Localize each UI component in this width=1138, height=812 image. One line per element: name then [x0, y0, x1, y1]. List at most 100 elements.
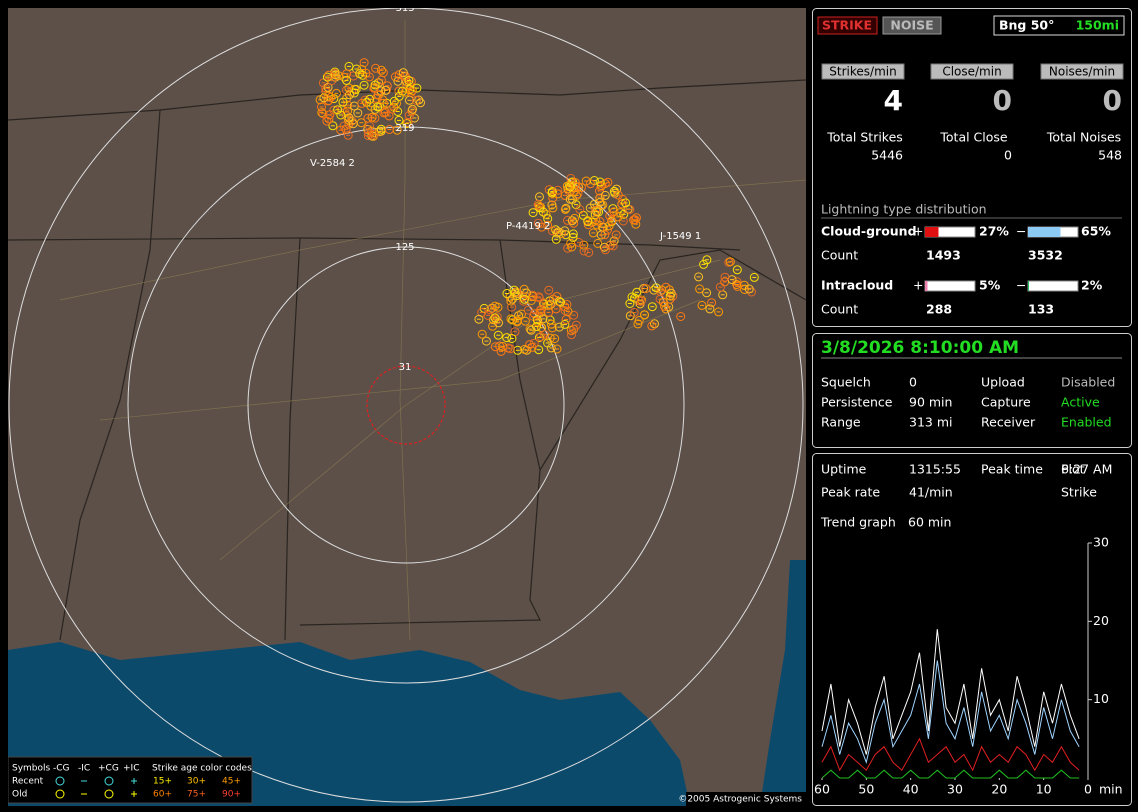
age-code: 45+: [222, 777, 241, 787]
strike-symbol: [560, 319, 570, 329]
strike-symbol: [579, 246, 589, 256]
trend-graph: 10 20 30 60 50 40 30 20 10 0 min: [814, 535, 1123, 797]
noise-button-label[interactable]: NOISE: [890, 18, 933, 33]
strike-symbol: [552, 344, 562, 354]
strike-symbol: [485, 305, 495, 315]
strike-symbol: [539, 299, 549, 309]
strike-symbol: [593, 238, 603, 248]
strike-symbol: [345, 90, 354, 100]
trend-value[interactable]: 60 min: [908, 515, 951, 530]
pct-bar: [925, 227, 939, 237]
rate-label: Strikes/min: [829, 65, 896, 79]
strike-symbol: [733, 281, 742, 291]
station-label: P-4419 2: [506, 221, 550, 232]
count: 3532: [1028, 248, 1063, 263]
state-borders: [8, 79, 806, 641]
strike-symbol: [474, 314, 484, 324]
type-name: Intracloud: [821, 278, 893, 293]
strike-symbol: [509, 285, 519, 295]
strike-symbol: [630, 215, 640, 225]
strike-symbol: [358, 70, 368, 80]
strike-symbol: [525, 340, 535, 350]
strike-symbol: [342, 75, 351, 85]
strike-symbol: [477, 329, 487, 339]
age-code: 75+: [187, 790, 206, 800]
strike-symbol: [404, 76, 414, 85]
strike-button-label[interactable]: STRIKE: [822, 18, 872, 33]
strike-symbol: [567, 330, 576, 340]
setting-value: Enabled: [1061, 415, 1112, 430]
sign: −: [1016, 224, 1026, 239]
copyright: ©2005 Astrogenic Systems: [678, 795, 802, 805]
strike-symbol: [537, 222, 547, 232]
age-code: 90+: [222, 790, 241, 800]
strike-symbol: [363, 113, 373, 123]
count: 1493: [926, 248, 961, 263]
strike-symbol: [319, 93, 329, 103]
strike-symbol: [381, 85, 391, 95]
strike-symbol: [535, 306, 545, 316]
strike-symbol: [562, 300, 572, 309]
pct-label: 5%: [979, 278, 1001, 293]
strike-symbol: [608, 241, 618, 251]
setting-label: Squelch: [821, 375, 871, 390]
strike-symbol: [502, 289, 512, 298]
strike-symbol: [338, 97, 348, 107]
rates: Strikes/min 4 Total Strikes 5446 Close/min 0 T…: [821, 63, 1124, 163]
strike-symbol: [318, 109, 328, 119]
strike-symbol: [526, 325, 536, 335]
strike-symbol: [592, 220, 602, 230]
total-label: Total Noises: [1046, 130, 1121, 145]
strike-symbol: [538, 314, 548, 324]
ring-label: 313: [395, 3, 414, 14]
plot-value[interactable]: Strike: [1061, 485, 1097, 500]
close-ring: [366, 365, 446, 445]
strike-button[interactable]: [817, 16, 878, 35]
strike-symbol: [370, 113, 380, 123]
pct-label: 27%: [979, 224, 1009, 239]
strike-symbol: [357, 98, 367, 108]
strike-symbol: [560, 205, 570, 214]
settings: Squelch 0 Upload Disabled Persistence 90 min C…: [821, 375, 1115, 430]
strike-symbol: [625, 205, 635, 214]
strike-symbol: [714, 307, 724, 317]
strike-symbol: [621, 198, 631, 208]
rate-value: 0: [993, 84, 1012, 117]
strike-symbol: [373, 90, 383, 100]
trend-label: Trend graph: [820, 515, 896, 530]
strike-symbol: [697, 300, 707, 310]
strike-symbol: [592, 207, 602, 217]
strike-symbol: [576, 183, 586, 193]
strike-symbol: [317, 108, 327, 118]
strike-symbol: [705, 304, 715, 314]
stat-value: 41/min: [909, 485, 953, 500]
strike-symbol: [502, 333, 512, 343]
strike-symbol: [348, 71, 358, 81]
strike-symbol: [609, 236, 619, 246]
strike-symbol: [574, 237, 584, 247]
legend-text: -IC: [78, 764, 90, 774]
map: 313 219 125 31 V-2584 2 P-4419 2 J-1549 …: [8, 3, 806, 806]
strike-symbol: [619, 209, 629, 219]
rate-label: Noises/min: [1049, 65, 1115, 79]
strike-symbol: [572, 191, 581, 200]
rate-header: [821, 63, 905, 80]
strike-symbol: [600, 190, 610, 200]
noise-button[interactable]: [882, 16, 942, 35]
setting-value: 90 min: [909, 395, 952, 410]
strike-symbol: [506, 296, 516, 306]
strike-symbol: [694, 272, 704, 282]
strike-symbol: [647, 321, 657, 331]
rate-value: 4: [884, 84, 903, 117]
strike-symbol: [492, 312, 502, 322]
strike-symbol: [371, 63, 381, 73]
ring-label: 219: [395, 123, 414, 134]
strike-symbol: [607, 216, 617, 226]
station-label: J-1549 1: [659, 231, 701, 242]
strike-symbol: [408, 104, 417, 114]
count: 133: [1028, 302, 1054, 317]
strike-symbol: [605, 211, 615, 221]
pct-label: 65%: [1081, 224, 1111, 239]
strike-symbol: [384, 125, 394, 134]
